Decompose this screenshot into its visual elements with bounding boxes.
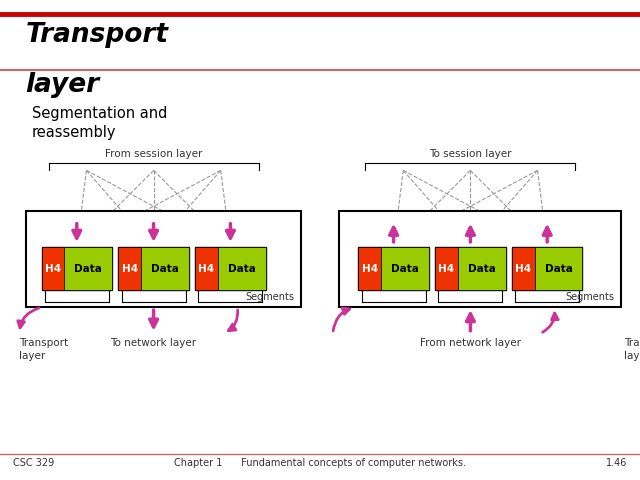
Text: H4: H4: [362, 264, 378, 274]
Text: Chapter 1      Fundamental concepts of computer networks.: Chapter 1 Fundamental concepts of comput…: [174, 458, 466, 468]
Text: H4: H4: [515, 264, 531, 274]
Text: From session layer: From session layer: [105, 149, 202, 159]
Bar: [435, 247, 458, 290]
Bar: [339, 211, 621, 307]
Text: H4: H4: [198, 264, 214, 274]
Bar: [64, 247, 112, 290]
Bar: [381, 247, 429, 290]
Bar: [512, 247, 582, 290]
Text: CSC 329: CSC 329: [13, 458, 54, 468]
Text: Data: Data: [468, 264, 495, 274]
Bar: [435, 247, 506, 290]
Bar: [42, 247, 112, 290]
Bar: [534, 247, 582, 290]
Text: From network layer: From network layer: [420, 338, 521, 348]
Bar: [458, 247, 506, 290]
Text: Data: Data: [391, 264, 419, 274]
Text: Segmentation and
reassembly: Segmentation and reassembly: [32, 106, 168, 140]
Text: H4: H4: [122, 264, 138, 274]
Text: Data: Data: [151, 264, 179, 274]
Text: Transport: Transport: [26, 22, 168, 48]
Bar: [195, 247, 218, 290]
Bar: [358, 247, 429, 290]
Bar: [118, 247, 141, 290]
Text: Data: Data: [228, 264, 255, 274]
Text: To session layer: To session layer: [429, 149, 511, 159]
Bar: [358, 247, 381, 290]
Text: 1.46: 1.46: [606, 458, 627, 468]
Text: Data: Data: [74, 264, 102, 274]
Text: Transport
layer: Transport layer: [19, 338, 68, 361]
Bar: [118, 247, 189, 290]
Bar: [141, 247, 189, 290]
Bar: [218, 247, 266, 290]
Text: Transport
layer: Transport layer: [624, 338, 640, 361]
Bar: [42, 247, 64, 290]
Text: H4: H4: [438, 264, 454, 274]
Bar: [26, 211, 301, 307]
Text: Data: Data: [545, 264, 572, 274]
Bar: [195, 247, 266, 290]
Text: layer: layer: [26, 72, 100, 98]
Text: To network layer: To network layer: [111, 338, 196, 348]
Text: Segments: Segments: [245, 292, 294, 302]
Text: Segments: Segments: [565, 292, 614, 302]
Text: H4: H4: [45, 264, 61, 274]
Bar: [512, 247, 534, 290]
